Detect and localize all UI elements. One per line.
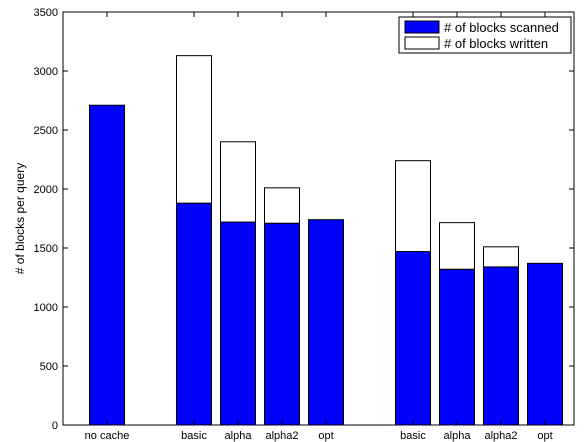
bar-written: [264, 187, 300, 224]
x-tick-label: opt: [318, 430, 333, 442]
bar-written: [439, 222, 475, 270]
bar-scanned: [220, 221, 256, 426]
y-tick-label: 3000: [34, 66, 58, 78]
bar-written: [483, 246, 519, 268]
y-tick-label: 1000: [34, 302, 58, 314]
legend-swatch-written: [404, 36, 440, 50]
y-tick-label: 1500: [34, 243, 58, 255]
legend: # of blocks scanned # of blocks written: [398, 16, 572, 54]
legend-label-written: # of blocks written: [444, 36, 548, 51]
bar-scanned: [483, 266, 519, 426]
bar-scanned: [176, 202, 212, 426]
bar-scanned: [439, 268, 475, 426]
y-tick-label: 0: [52, 420, 58, 432]
bar-scanned: [264, 222, 300, 426]
bar-scanned: [89, 104, 125, 426]
bar-scanned: [395, 251, 431, 426]
legend-swatch-scanned: [404, 20, 440, 34]
x-tick-label: basic: [181, 430, 207, 442]
bar-written: [176, 55, 212, 204]
plot-frame: [62, 11, 575, 426]
x-tick-label: basic: [400, 430, 426, 442]
y-tick-label: 2500: [34, 125, 58, 137]
x-axis-tick-labels: no cache basic alpha alpha2 opt basic alpha alp…: [85, 12, 553, 442]
x-tick-label: alpha2: [265, 430, 298, 442]
y-tick-label: 3500: [34, 7, 58, 19]
y-axis-ticks: 0 500 1000 1500 2000 2500 3000 3500: [34, 7, 574, 432]
bar-written: [395, 160, 431, 253]
y-tick-label: 2000: [34, 184, 58, 196]
x-tick-label: alpha: [444, 430, 472, 442]
x-tick-label: opt: [537, 430, 552, 442]
bar-scanned: [308, 219, 344, 426]
bars-layer: [89, 55, 563, 426]
y-axis-title: # of blocks per query: [13, 163, 27, 274]
y-tick-label: 500: [40, 361, 58, 373]
legend-label-scanned: # of blocks scanned: [444, 20, 559, 35]
x-tick-label: no cache: [85, 430, 130, 442]
x-tick-label: alpha2: [484, 430, 517, 442]
x-tick-label: alpha: [225, 430, 253, 442]
bar-written: [220, 141, 256, 223]
bar-scanned: [527, 262, 563, 426]
